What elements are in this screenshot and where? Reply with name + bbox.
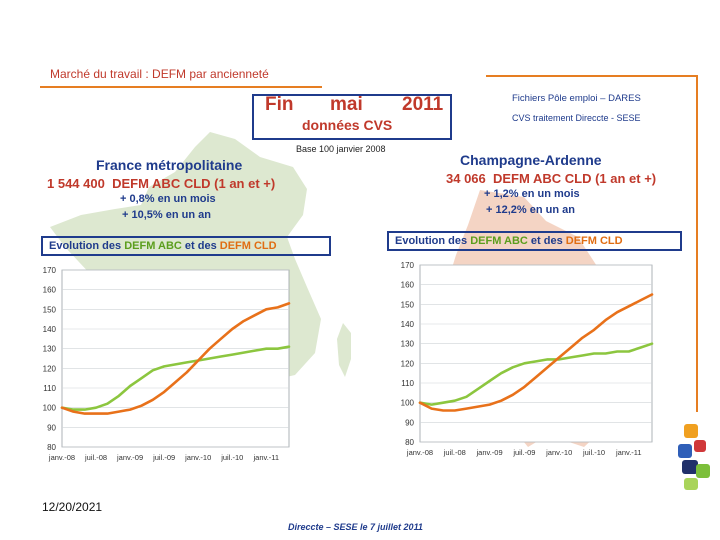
series-line-cld <box>418 293 654 412</box>
france-chart: 80 90 100 110 120 130 140 150 160 170 janv.-08 juil… <box>43 266 291 462</box>
y-tick-label: 140 <box>401 320 415 329</box>
footer-credit: Direccte – SESE le 7 juillet 2011 <box>288 522 423 532</box>
y-tick-label: 160 <box>43 286 57 295</box>
x-tick-label: janv.-09 <box>116 453 143 462</box>
logo-piece-green <box>696 464 710 478</box>
plot-area <box>419 264 653 443</box>
x-tick-label: janv.-11 <box>615 448 642 457</box>
y-tick-label: 150 <box>401 300 415 309</box>
evo-middle: et des <box>527 235 566 247</box>
y-tick-label: 100 <box>43 404 57 413</box>
x-tick-label: juil.-08 <box>443 448 466 457</box>
champagne-evolution-legend: Evolution des DEFM ABC et des DEFM CLD <box>387 231 682 251</box>
champagne-defm-label: DEFM ABC CLD (1 an et +) <box>493 171 657 186</box>
evo-abc: DEFM ABC <box>124 240 182 252</box>
period-month: mai <box>330 94 363 115</box>
source-frame <box>486 75 698 412</box>
champagne-chart: 80 90 100 110 120 130 140 150 160 170 janv.-08 juil… <box>401 261 654 457</box>
evo-prefix: Evolution des <box>395 235 471 247</box>
direccte-logo <box>678 424 710 490</box>
y-tick-label: 90 <box>47 423 56 432</box>
x-tick-label: juil.-10 <box>582 448 605 457</box>
period-year: 2011 <box>402 94 444 115</box>
evo-prefix: Evolution des <box>49 240 125 252</box>
y-tick-label: 80 <box>405 438 414 447</box>
france-defm-value: 1 544 400 <box>47 176 105 191</box>
source-line-2: CVS traitement Direccte - SESE <box>512 113 641 123</box>
x-tick-label: janv.-08 <box>48 453 75 462</box>
source-line-1: Fichiers Pôle emploi – DARES <box>512 93 641 104</box>
x-tick-label: juil.-09 <box>512 448 535 457</box>
champagne-name: Champagne-Ardenne <box>460 152 602 168</box>
corsica-shape <box>337 323 351 377</box>
y-tick-label: 130 <box>43 345 57 354</box>
slide-date: 12/20/2021 <box>42 500 103 514</box>
logo-piece-orange <box>684 424 698 438</box>
series-line-cld <box>60 302 291 415</box>
logo-piece-blue <box>678 444 692 458</box>
series-line-abc <box>418 342 654 406</box>
y-tick-label: 130 <box>401 340 415 349</box>
y-tick-label: 160 <box>401 281 415 290</box>
x-tick-label: janv.-09 <box>476 448 503 457</box>
y-tick-label: 110 <box>401 379 414 388</box>
france-evolution-legend: Evolution des DEFM ABC et des DEFM CLD <box>41 236 331 256</box>
y-tick-label: 170 <box>43 266 57 275</box>
x-tick-label: janv.-10 <box>545 448 572 457</box>
evo-abc: DEFM ABC <box>470 235 528 247</box>
y-tick-label: 110 <box>43 384 56 393</box>
y-tick-label: 170 <box>401 261 415 270</box>
evo-cld: DEFM CLD <box>565 235 623 247</box>
logo-piece-navy <box>682 460 698 474</box>
base-note: Base 100 janvier 2008 <box>296 144 386 154</box>
plot-area <box>61 269 290 448</box>
champagne-var-month: + 1,2% en un mois <box>484 188 580 200</box>
logo-piece-lightgreen <box>684 478 698 490</box>
x-tick-label: juil.-08 <box>84 453 107 462</box>
series-line-abc <box>60 345 291 411</box>
y-tick-label: 90 <box>405 418 414 427</box>
y-tick-label: 100 <box>401 399 415 408</box>
france-name: France métropolitaine <box>96 157 243 173</box>
page-title: Marché du travail : DEFM par ancienneté <box>50 67 269 81</box>
y-tick-label: 120 <box>43 364 57 373</box>
y-tick-label: 80 <box>47 443 56 452</box>
logo-piece-red <box>694 440 706 452</box>
x-tick-label: janv.-11 <box>253 453 280 462</box>
champagne-var-year: + 12,2% en un an <box>486 204 575 216</box>
period-fin: Fin <box>265 94 294 115</box>
x-tick-label: juil.-09 <box>152 453 175 462</box>
france-defm: 1 544 400 DEFM ABC CLD (1 an et +) <box>47 176 275 191</box>
period-box <box>252 94 452 140</box>
period-cvs: données CVS <box>302 117 393 133</box>
y-tick-label: 150 <box>43 305 57 314</box>
title-underline <box>40 86 322 88</box>
france-var-year: + 10,5% en un an <box>122 209 211 221</box>
france-defm-label: DEFM ABC CLD (1 an et +) <box>112 176 276 191</box>
evo-middle: et des <box>181 240 220 252</box>
y-tick-label: 140 <box>43 325 57 334</box>
x-tick-label: janv.-10 <box>184 453 211 462</box>
france-var-month: + 0,8% en un mois <box>120 193 216 205</box>
x-tick-label: janv.-08 <box>406 448 433 457</box>
evo-cld: DEFM CLD <box>219 240 277 252</box>
x-tick-label: juil.-10 <box>220 453 243 462</box>
champagne-defm: 34 066 DEFM ABC CLD (1 an et +) <box>446 171 656 186</box>
y-tick-label: 120 <box>401 359 415 368</box>
champagne-defm-value: 34 066 <box>446 171 486 186</box>
